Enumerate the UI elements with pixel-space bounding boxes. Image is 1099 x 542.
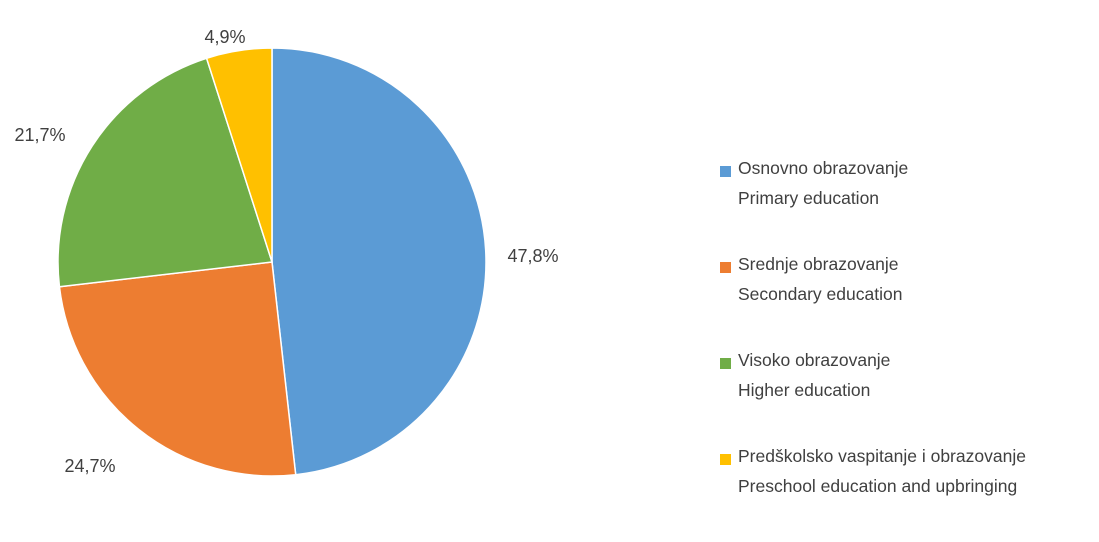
data-label-primary: 47,8% [507,246,558,266]
legend-label-preschool: Predškolsko vaspitanje i obrazovanje [738,446,1026,466]
pie-slice-higher [57,57,273,288]
legend-swatch-preschool [720,454,731,465]
pie-slices [57,47,487,477]
legend-label-secondary-en: Secondary education [738,284,903,304]
pie-chart: 47,8% 24,7% 21,7% 4,9% [14,27,559,477]
legend-label-higher: Visoko obrazovanje [738,350,891,370]
legend-label-preschool-en: Preschool education and upbringing [738,476,1018,496]
legend-label-primary-en: Primary education [738,188,880,208]
legend-label-primary: Osnovno obrazovanje [738,158,909,178]
legend-item-higher: Visoko obrazovanje Higher education [720,350,1095,446]
pie-slice-preschool [205,47,273,263]
legend-item-preschool: Predškolsko vaspitanje i obrazovanje Pre… [720,446,1095,542]
data-label-preschool: 4,9% [204,27,245,47]
data-label-secondary: 24,7% [64,456,115,476]
legend-label-higher-en: Higher education [738,380,871,400]
pie-data-labels: 47,8% 24,7% 21,7% 4,9% [14,27,558,476]
legend-item-secondary: Srednje obrazovanje Secondary education [720,254,1095,350]
legend-item-primary: Osnovno obrazovanje Primary education [720,158,1095,254]
legend-swatch-primary [720,166,731,177]
legend-label-secondary: Srednje obrazovanje [738,254,899,274]
legend: Osnovno obrazovanje Primary education Sr… [720,158,1095,542]
legend-swatch-secondary [720,262,731,273]
pie-slice-primary [271,47,487,476]
data-label-higher: 21,7% [14,125,65,145]
pie-slice-secondary [58,261,297,477]
legend-swatch-higher [720,358,731,369]
